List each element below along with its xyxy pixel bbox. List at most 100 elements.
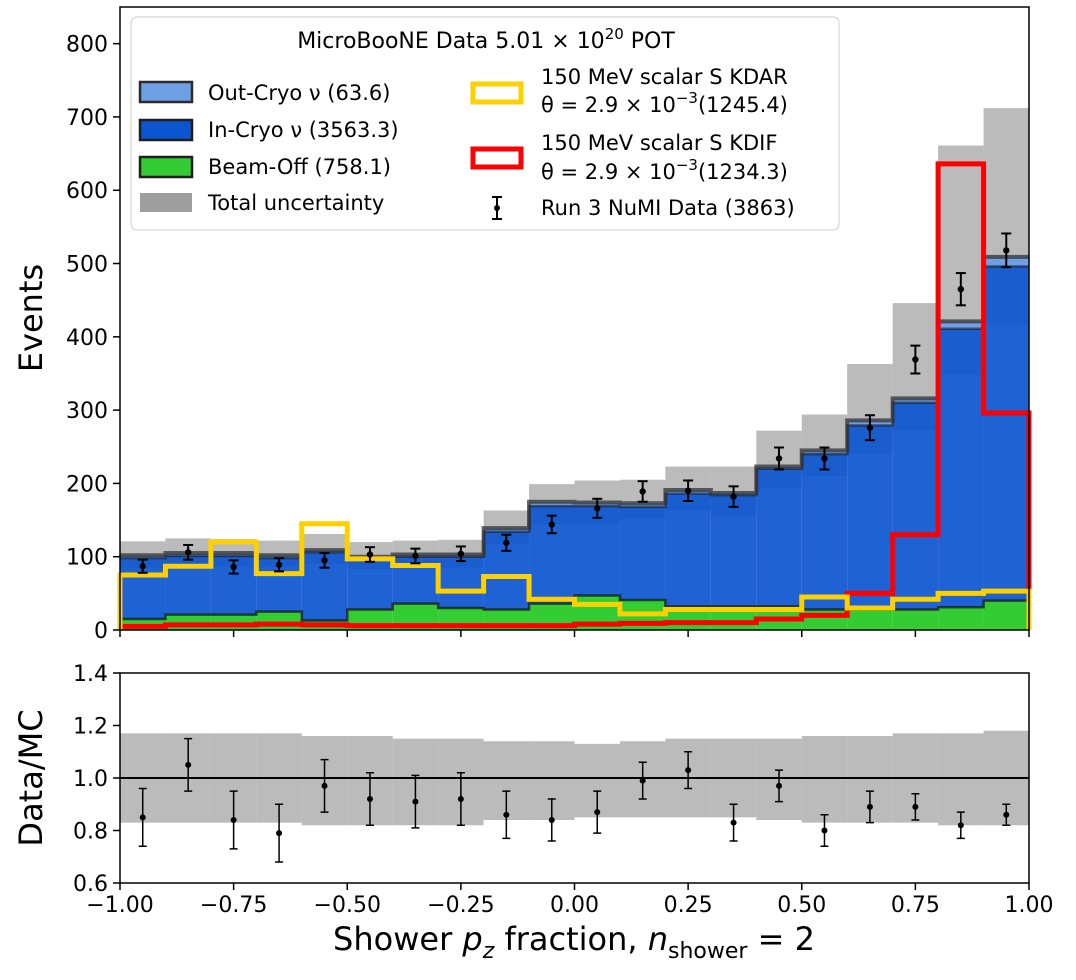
ratio-point bbox=[730, 819, 737, 826]
ratio-y-tick-label: 1.0 bbox=[73, 767, 108, 792]
ratio-point bbox=[366, 796, 373, 802]
kdif-signal-line bbox=[117, 161, 1032, 630]
ratio-point bbox=[457, 796, 464, 802]
data-point bbox=[139, 563, 146, 570]
beam-off-bar bbox=[210, 614, 257, 630]
ratio-point bbox=[639, 777, 646, 784]
ratio-y-tick-label: 0.6 bbox=[73, 872, 108, 897]
legend-label-out-cryo: Out-Cryo ν (63.6) bbox=[208, 81, 390, 105]
beam-off-bar bbox=[165, 614, 211, 630]
ratio-y-tick-label: 1.4 bbox=[73, 662, 108, 687]
data-point bbox=[457, 550, 465, 557]
ratio-point bbox=[548, 817, 555, 823]
data-point bbox=[775, 455, 783, 462]
beam-off-bar bbox=[847, 609, 893, 630]
legend-swatch-out-cryo bbox=[138, 80, 194, 104]
ratio-point bbox=[912, 803, 919, 810]
ratio-y-axis-label: Data/MC bbox=[12, 709, 50, 846]
in-cryo-bar bbox=[347, 559, 393, 610]
x-tick-label: −1.00 bbox=[86, 893, 153, 918]
ratio-point bbox=[230, 817, 237, 823]
x-axis-label: Shower pz fraction, nshower = 2 bbox=[333, 920, 815, 964]
ratio-point bbox=[685, 767, 692, 774]
x-tick-label: 1.00 bbox=[1005, 893, 1054, 918]
x-tick-label: −0.25 bbox=[427, 893, 494, 918]
data-point bbox=[684, 487, 692, 494]
legend-swatch-kdif bbox=[470, 146, 524, 170]
in-cryo-bar bbox=[892, 402, 939, 610]
data-point bbox=[821, 455, 828, 462]
ratio-band-bin bbox=[801, 736, 848, 823]
beam-off-bar bbox=[938, 607, 984, 630]
ratio-y-tick-label: 1.2 bbox=[73, 715, 108, 740]
data-point bbox=[503, 539, 510, 546]
data-point bbox=[866, 424, 874, 431]
x-tick-label: 0.00 bbox=[550, 893, 599, 918]
legend-label-data: Run 3 NuMI Data (3863) bbox=[541, 196, 795, 220]
data-point bbox=[639, 488, 646, 495]
ratio-x-ticks: −1.00 −0.75 −0.50 −0.25 0.00 0.25 0.50 0.75 1.00 bbox=[86, 883, 1053, 918]
ratio-y-tick-label: 0.8 bbox=[73, 820, 108, 845]
ratio-point bbox=[276, 830, 283, 837]
main-y-axis-label: Events bbox=[12, 264, 50, 372]
main-y-tick-label: 0 bbox=[94, 619, 108, 644]
legend-swatch-data bbox=[492, 196, 502, 220]
out-cryo-bar bbox=[892, 398, 939, 403]
main-y-tick-label: 600 bbox=[66, 179, 108, 204]
legend-swatch-uncertainty bbox=[140, 193, 192, 212]
ratio-point bbox=[1003, 811, 1010, 818]
signal-histograms bbox=[117, 161, 1032, 630]
out-cryo-bar bbox=[938, 321, 984, 329]
ratio-point bbox=[503, 811, 510, 818]
ratio-point bbox=[185, 761, 192, 768]
main-y-ticks: 0 100 200 300 400 500 600 700 800 bbox=[66, 33, 120, 644]
in-cryo-bar bbox=[710, 495, 757, 607]
data-point bbox=[230, 563, 237, 571]
ratio-point bbox=[594, 809, 601, 816]
legend-label-in-cryo: In-Cryo ν (3563.3) bbox=[208, 118, 399, 142]
legend-label-kdif-line2: θ = 2.9 × 10−3(1234.3) bbox=[541, 156, 788, 184]
in-cryo-bar bbox=[438, 556, 484, 609]
beam-off-bar bbox=[892, 609, 939, 630]
ratio-point bbox=[866, 803, 873, 810]
main-y-tick-label: 100 bbox=[66, 546, 108, 571]
data-point bbox=[730, 493, 737, 500]
data-point bbox=[184, 549, 192, 556]
in-cryo-bar bbox=[801, 454, 848, 610]
ratio-point bbox=[776, 782, 783, 789]
out-cryo-bar bbox=[529, 501, 575, 507]
data-points bbox=[137, 232, 1012, 575]
in-cryo-bar bbox=[847, 425, 893, 610]
data-point bbox=[548, 521, 555, 528]
beam-off-bar bbox=[983, 600, 1029, 630]
x-tick-label: 0.25 bbox=[664, 893, 713, 918]
ratio-point bbox=[412, 798, 419, 805]
in-cryo-bar bbox=[619, 506, 666, 600]
in-cryo-bar bbox=[756, 468, 802, 607]
x-tick-label: 0.50 bbox=[777, 893, 826, 918]
ratio-band-bin bbox=[938, 733, 984, 826]
ratio-point bbox=[821, 827, 828, 834]
legend-label-kdif-line1: 150 MeV scalar S KDIF bbox=[541, 131, 777, 155]
legend-swatch-kdar bbox=[470, 81, 524, 105]
ratio-point bbox=[957, 822, 964, 829]
legend-title: MicroBooNE Data 5.01 × 1020 POT bbox=[297, 25, 675, 54]
in-cryo-bar bbox=[938, 328, 984, 608]
in-cryo-bar bbox=[574, 506, 620, 596]
ratio-point bbox=[321, 782, 328, 789]
legend-box bbox=[130, 16, 840, 231]
main-y-tick-label: 300 bbox=[66, 399, 108, 424]
data-point bbox=[275, 561, 283, 568]
main-y-tick-label: 400 bbox=[66, 326, 108, 351]
x-tick-label: −0.50 bbox=[314, 893, 381, 918]
ratio-data-points bbox=[138, 737, 1011, 863]
ratio-y-ticks: 0.6 0.8 1.0 1.2 1.4 bbox=[73, 662, 120, 897]
main-plot-panel: 0 100 200 300 400 500 600 700 800 Events bbox=[12, 6, 1032, 644]
data-point bbox=[412, 552, 419, 560]
data-point bbox=[321, 557, 328, 564]
beam-off-bar bbox=[801, 609, 848, 630]
main-y-tick-label: 500 bbox=[66, 253, 108, 278]
data-point bbox=[1003, 247, 1010, 254]
data-point bbox=[366, 551, 374, 558]
